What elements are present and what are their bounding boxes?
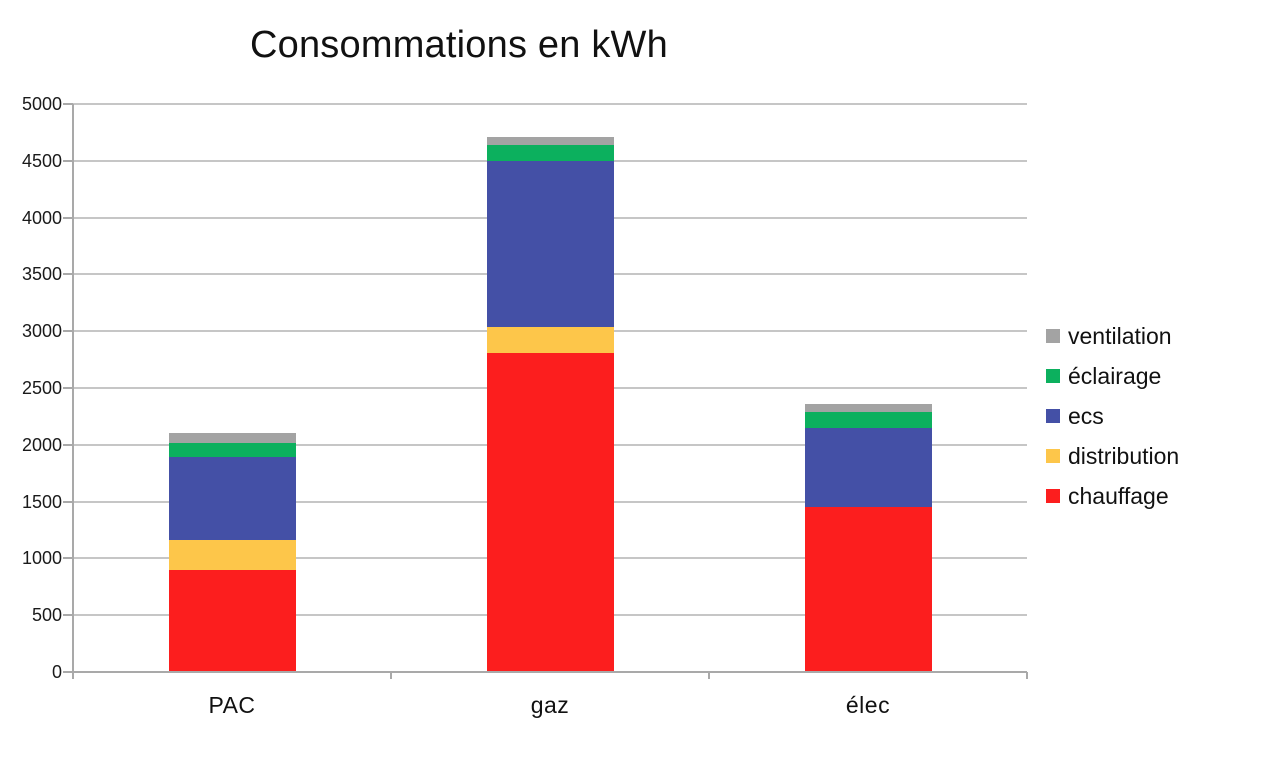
y-tick-mark bbox=[63, 330, 73, 333]
bar-segment-élec-éclairage bbox=[804, 411, 932, 428]
y-tick-label: 3000 bbox=[21, 321, 62, 342]
y-tick-label: 2000 bbox=[21, 434, 62, 455]
legend-label: éclairage bbox=[1068, 362, 1162, 389]
bar-segment-PAC-éclairage bbox=[168, 442, 296, 458]
bar-segment-PAC-distribution bbox=[168, 540, 296, 570]
legend-swatch-icon bbox=[1046, 489, 1060, 503]
bar-segment-PAC-ventilation bbox=[168, 433, 296, 443]
bar-segment-élec-ventilation bbox=[804, 403, 932, 412]
legend-item-éclairage: éclairage bbox=[1046, 356, 1179, 396]
x-axis-line bbox=[73, 671, 1027, 673]
y-tick-label: 5000 bbox=[21, 94, 62, 114]
y-tick-label: 4000 bbox=[21, 207, 62, 228]
bar-segment-gaz-éclairage bbox=[486, 144, 614, 161]
x-axis-label: PAC bbox=[208, 692, 256, 718]
legend-swatch-icon bbox=[1046, 449, 1060, 463]
y-tick-mark bbox=[63, 387, 73, 389]
legend-swatch-icon bbox=[1046, 409, 1060, 423]
gridline bbox=[73, 103, 1027, 105]
legend-label: ventilation bbox=[1068, 322, 1172, 349]
y-tick-label: 1000 bbox=[21, 548, 62, 569]
legend-item-ecs: ecs bbox=[1046, 396, 1179, 436]
y-tick-mark bbox=[63, 500, 73, 503]
y-tick-label: 1500 bbox=[21, 491, 62, 512]
bar-segment-gaz-ventilation bbox=[486, 136, 614, 145]
legend-item-distribution: distribution bbox=[1046, 436, 1179, 476]
legend-swatch-icon bbox=[1046, 369, 1060, 383]
y-tick-mark bbox=[63, 614, 73, 617]
bar-segment-gaz-chauffage bbox=[486, 352, 614, 672]
bar-segment-PAC-ecs bbox=[168, 457, 296, 541]
x-tick-mark bbox=[390, 672, 392, 679]
bar-segment-PAC-chauffage bbox=[168, 569, 296, 672]
y-tick-mark bbox=[63, 443, 73, 446]
bar-segment-gaz-distribution bbox=[486, 326, 614, 353]
bar-segment-gaz-ecs bbox=[486, 160, 614, 327]
legend-label: chauffage bbox=[1068, 482, 1169, 509]
y-tick-mark bbox=[63, 159, 73, 162]
y-tick-label: 500 bbox=[31, 605, 62, 626]
legend-item-ventilation: ventilation bbox=[1046, 316, 1179, 356]
y-tick-label: 2500 bbox=[21, 378, 62, 398]
bar-segment-élec-chauffage bbox=[804, 507, 932, 672]
bar-segment-élec-ecs bbox=[804, 427, 932, 508]
y-tick-mark bbox=[63, 671, 73, 673]
x-tick-mark bbox=[1026, 672, 1028, 679]
y-tick-mark bbox=[63, 557, 73, 560]
legend: ventilation éclairage ecs distribution chauf… bbox=[1046, 316, 1179, 516]
legend-label: ecs bbox=[1068, 402, 1104, 429]
legend-item-chauffage: chauffage bbox=[1046, 476, 1179, 516]
plot-area bbox=[73, 103, 1027, 672]
y-tick-mark bbox=[63, 273, 73, 276]
x-axis-label: élec bbox=[845, 692, 891, 718]
legend-swatch-icon bbox=[1046, 329, 1060, 343]
y-tick-mark bbox=[63, 103, 73, 105]
x-tick-mark bbox=[72, 672, 74, 679]
y-tick-label: 3500 bbox=[21, 264, 62, 285]
y-axis-line bbox=[72, 104, 74, 672]
x-tick-mark bbox=[708, 672, 710, 679]
y-tick-mark bbox=[63, 216, 73, 219]
x-axis-label: gaz bbox=[530, 692, 570, 718]
chart-title: Consommations en kWh bbox=[250, 24, 668, 66]
legend-label: distribution bbox=[1068, 442, 1180, 469]
y-tick-label: 0 bbox=[51, 662, 62, 682]
y-tick-label: 4500 bbox=[21, 150, 62, 171]
